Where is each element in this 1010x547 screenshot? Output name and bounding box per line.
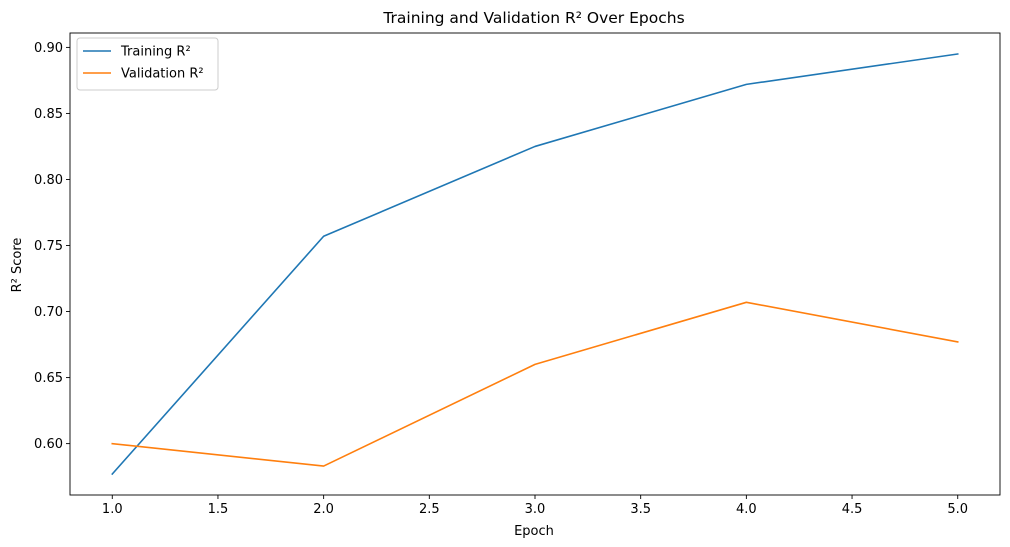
x-tick-label: 2.5 [419, 502, 440, 517]
x-axis-ticks: 1.0 1.5 2.0 2.5 3.0 3.5 4.0 4.5 5.0 [102, 495, 968, 517]
x-tick-label: 5.0 [947, 502, 968, 517]
y-tick-label: 0.75 [34, 239, 63, 254]
legend-label-validation: Validation R² [121, 67, 204, 82]
x-axis-title: Epoch [514, 524, 554, 539]
y-tick-label: 0.80 [34, 173, 63, 188]
y-tick-label: 0.60 [34, 437, 63, 452]
x-tick-label: 1.0 [102, 502, 123, 517]
y-tick-label: 0.90 [34, 41, 63, 56]
chart-title: Training and Validation R² Over Epochs [382, 9, 684, 27]
series-layer [111, 53, 959, 476]
series-line-training [111, 53, 959, 476]
x-tick-label: 4.5 [842, 502, 863, 517]
y-axis-ticks: 0.60 0.65 0.70 0.75 0.80 0.85 0.90 [34, 41, 70, 452]
x-tick-label: 2.0 [313, 502, 334, 517]
y-tick-label: 0.65 [34, 371, 63, 386]
series-line-validation [111, 301, 959, 467]
x-tick-label: 1.5 [208, 502, 229, 517]
x-tick-label: 4.0 [736, 502, 757, 517]
y-tick-label: 0.85 [34, 107, 63, 122]
legend-label-training: Training R² [120, 45, 191, 60]
legend-box [76, 37, 219, 91]
legend: Training R² Validation R² [76, 37, 219, 91]
y-tick-label: 0.70 [34, 305, 63, 320]
x-tick-label: 3.5 [630, 502, 651, 517]
y-axis-title: R² Score [10, 238, 25, 293]
x-tick-label: 3.0 [525, 502, 546, 517]
